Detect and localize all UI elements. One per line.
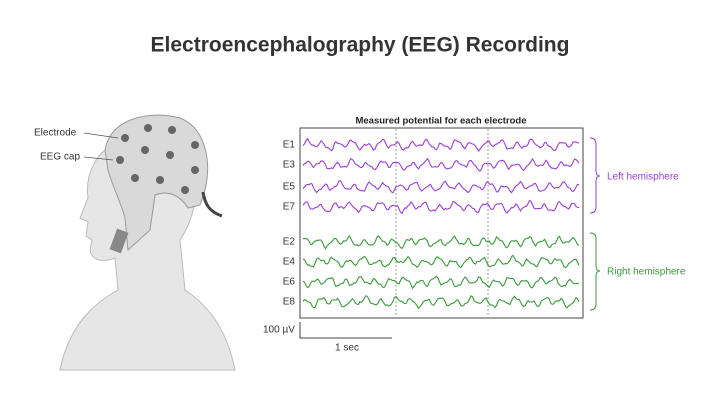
scale-bar [299,322,392,339]
eeg-trace [302,137,580,152]
right-bracket [589,232,601,311]
cap-label: EEG cap [40,152,80,163]
electrode-label: E3 [283,160,296,171]
title: Electroencephalography (EEG) Recording [151,34,570,57]
eeg-trace [302,157,580,172]
electrode-label: Electrode [34,128,77,139]
left-bracket [589,137,601,214]
left-hemisphere-label: Left hemisphere [607,172,679,183]
electrode-label: E2 [283,237,296,248]
electrode-label: E4 [283,257,296,268]
electrode-label: E7 [283,202,296,213]
eeg-trace [303,235,580,250]
eeg-trace [302,275,580,290]
eeg-trace [302,180,580,194]
eeg-trace [302,254,580,269]
plot-title: Measured potential for each electrode [355,116,526,127]
head-illustration [59,114,236,371]
amplitude-scale-label: 100 µV [263,325,295,336]
electrode-label: E6 [283,277,296,288]
electrode-label: E5 [283,182,296,193]
electrode-label: E1 [283,140,296,151]
eeg-trace [302,199,580,215]
right-hemisphere-label: Right hemisphere [607,267,686,278]
plot-frame [299,127,584,319]
electrode-label: E8 [283,297,296,308]
eeg-trace [302,294,580,310]
time-scale-label: 1 sec [335,343,359,354]
